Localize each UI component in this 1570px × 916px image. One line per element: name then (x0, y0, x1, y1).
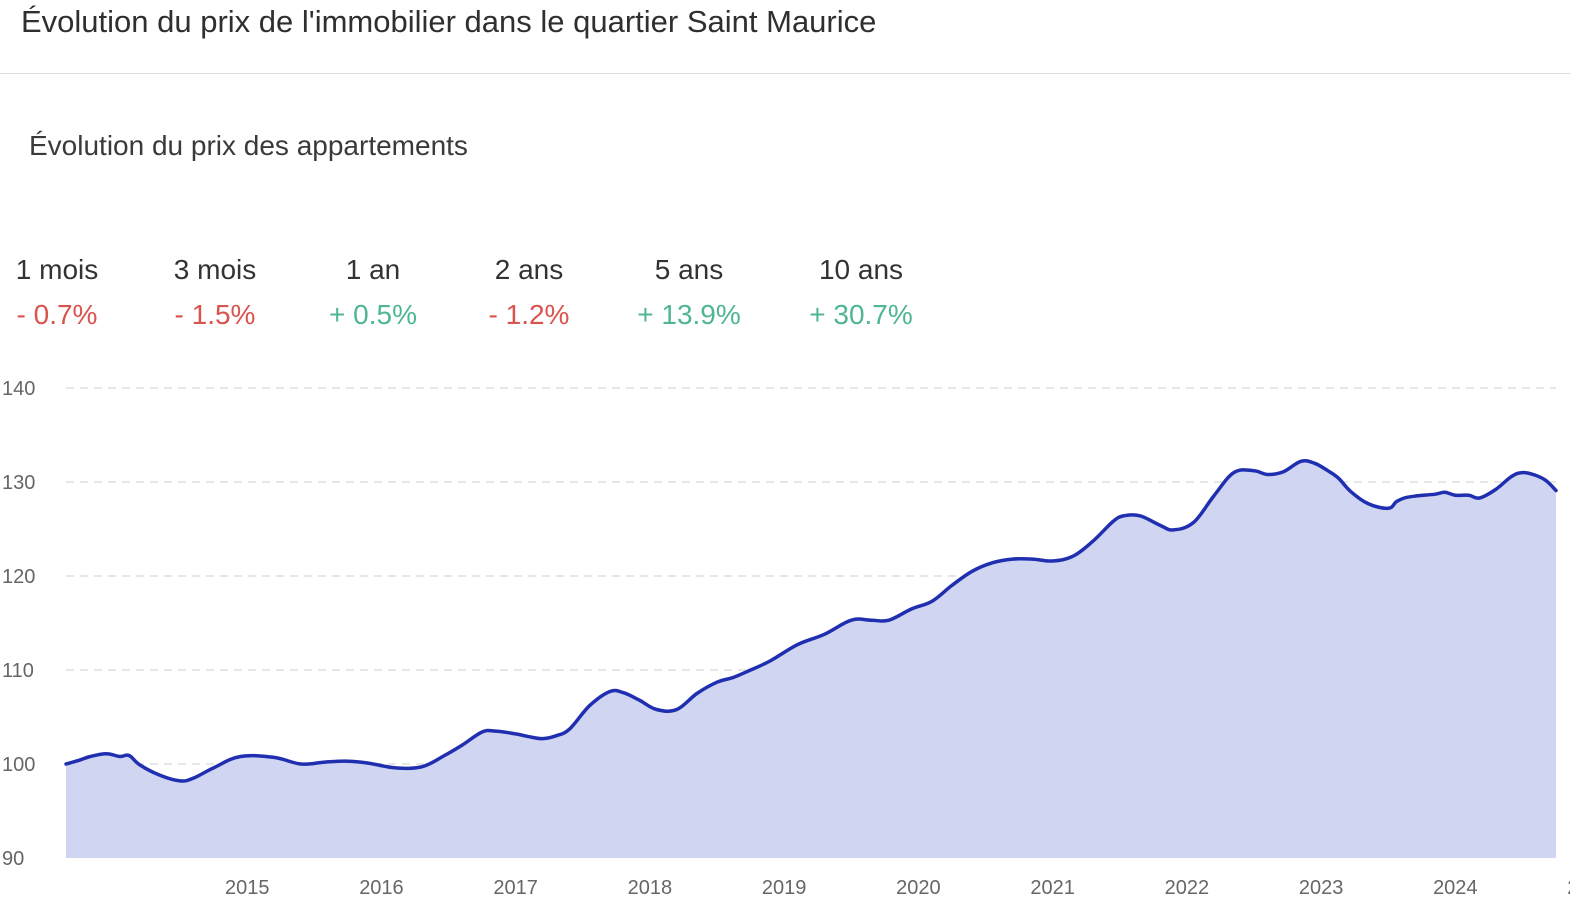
stat-value: + 13.9% (637, 299, 741, 330)
x-tick-label: 2024 (1433, 877, 1478, 899)
stat-value: - 0.7% (16, 299, 98, 330)
x-tick-label: 2021 (1030, 877, 1075, 899)
x-tick-label: 2023 (1299, 877, 1344, 899)
stat-1-month: 1 mois - 0.7% (8, 252, 106, 333)
stat-value: - 1.2% (488, 299, 570, 330)
x-tick-label: 2018 (628, 877, 673, 899)
stat-label: 3 mois (173, 254, 257, 285)
y-axis-ticks: 90 100 110 120 130 140 (2, 378, 35, 870)
header-divider (0, 73, 1570, 74)
stat-label: 1 mois (15, 254, 99, 285)
y-tick-label: 130 (2, 472, 35, 494)
y-tick-label: 140 (2, 378, 35, 400)
x-tick-label: 2020 (896, 877, 941, 899)
series-area (66, 460, 1556, 858)
stat-value: + 0.5% (329, 299, 417, 330)
stat-2-years: 2 ans - 1.2% (474, 252, 584, 333)
x-tick-label: 2017 (493, 877, 538, 899)
y-tick-label: 110 (2, 660, 34, 682)
stat-label: 5 ans (654, 254, 724, 285)
x-tick-label: 2016 (359, 877, 404, 899)
stat-value: + 30.7% (809, 299, 913, 330)
x-tick-label: 2025 (1567, 877, 1570, 899)
stat-value: - 1.5% (174, 299, 256, 330)
stat-label: 1 an (345, 254, 401, 285)
page-title: Évolution du prix de l'immobilier dans l… (21, 4, 877, 39)
stat-1-year: 1 an + 0.5% (318, 252, 428, 333)
y-tick-label: 120 (2, 566, 35, 588)
stat-label: 10 ans (818, 254, 904, 285)
y-tick-label: 100 (2, 754, 35, 776)
x-tick-label: 2022 (1165, 877, 1210, 899)
stat-10-years: 10 ans + 30.7% (796, 252, 926, 333)
area-layer (66, 460, 1556, 858)
x-axis-ticks: 2015 2016 2017 2018 2019 2020 2021 2022 2023 2024… (225, 877, 1570, 899)
x-tick-label: 2019 (762, 877, 807, 899)
stat-3-months: 3 mois - 1.5% (160, 252, 270, 333)
series-line (64, 458, 1558, 783)
x-tick-label: 2015 (225, 877, 270, 899)
stat-5-years: 5 ans + 13.9% (626, 252, 752, 333)
stat-label: 2 ans (494, 254, 564, 285)
y-tick-label: 90 (2, 848, 24, 870)
chart-title: Évolution du prix des appartements (29, 130, 468, 161)
line-layer (64, 458, 1558, 783)
